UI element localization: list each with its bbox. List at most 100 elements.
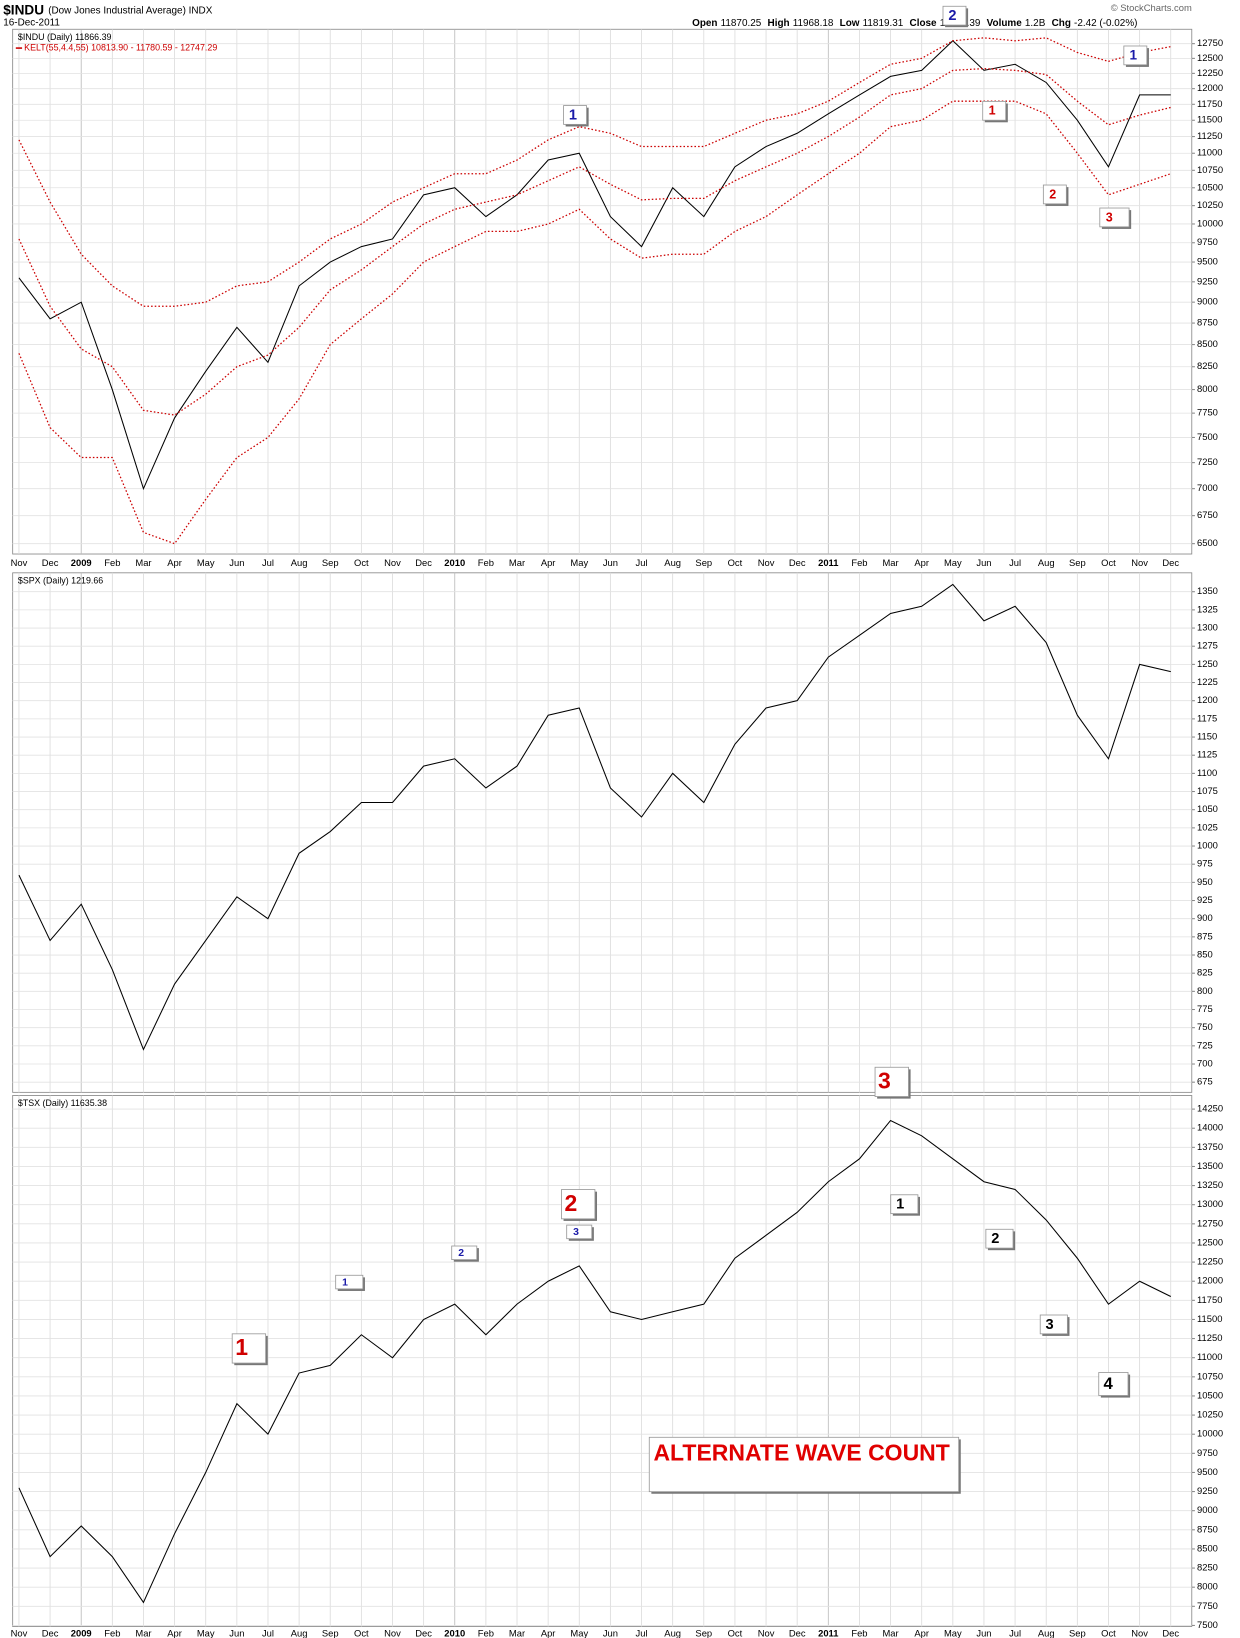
- y-tick-label: 1300: [1197, 622, 1218, 633]
- y-tick-label: 725: [1197, 1039, 1213, 1050]
- x-tick-label: Nov: [1131, 557, 1148, 568]
- y-tick-label: 7750: [1197, 1600, 1218, 1611]
- y-tick-label: 825: [1197, 967, 1213, 978]
- x-tick-label: Sep: [322, 557, 339, 568]
- x-tick-label: Dec: [789, 557, 806, 568]
- y-tick-label: 1025: [1197, 821, 1218, 832]
- annotation-label: 1: [1129, 48, 1137, 63]
- header-stats: Open 11870.25 High 11968.18 Low 11819.31 Close…: [692, 18, 1137, 29]
- x-tick-label: Feb: [478, 1627, 494, 1638]
- y-tick-label: 11250: [1197, 130, 1222, 141]
- x-tick-label: Nov: [11, 557, 28, 568]
- x-tick-label: Apr: [914, 1627, 929, 1638]
- annotation-box: [335, 1274, 364, 1290]
- y-tick-label: 9000: [1197, 296, 1218, 307]
- annotation-label: 3: [573, 1227, 579, 1238]
- y-tick-label: 1325: [1197, 603, 1218, 614]
- x-tick-label: Aug: [291, 1627, 308, 1638]
- x-tick-label: Aug: [1038, 557, 1055, 568]
- x-tick-label: Jul: [636, 1627, 648, 1638]
- y-tick-label: 950: [1197, 876, 1213, 887]
- y-tick-label: 9250: [1197, 275, 1218, 286]
- y-tick-label: 11250: [1197, 1332, 1222, 1343]
- annotation-label: 2: [1049, 187, 1056, 201]
- y-tick-label: 975: [1197, 858, 1213, 869]
- y-tick-label: 12750: [1197, 37, 1223, 48]
- y-tick-label: 1175: [1197, 712, 1217, 723]
- legend-entry: $TSX (Daily) 11635.38: [18, 1098, 107, 1108]
- y-tick-label: 12000: [1197, 82, 1223, 93]
- annotation-label: 1: [342, 1277, 348, 1288]
- stat-label: Open: [692, 18, 717, 29]
- y-tick-label: 7750: [1197, 407, 1218, 418]
- panel: [12, 572, 1193, 1093]
- y-tick-label: 11500: [1197, 114, 1222, 125]
- y-tick-label: 6500: [1197, 537, 1218, 548]
- stat-label: Close: [910, 18, 938, 29]
- y-tick-label: 10750: [1197, 1370, 1223, 1381]
- legend-entry: $INDU (Daily) 11866.39: [18, 32, 112, 42]
- y-tick-label: 8500: [1197, 1542, 1218, 1553]
- y-tick-label: 750: [1197, 1021, 1213, 1032]
- annotation-label: 3: [1046, 1317, 1054, 1333]
- note-box: [648, 1436, 960, 1493]
- annotation-label: 1: [569, 107, 577, 123]
- y-tick-label: 7000: [1197, 482, 1218, 493]
- y-tick-label: 8000: [1197, 383, 1218, 394]
- x-tick-label: Dec: [1162, 557, 1179, 568]
- annotation-box: [1098, 1372, 1129, 1396]
- header-date: 16-Dec-2011: [3, 18, 60, 29]
- annotation-box: [1039, 1314, 1068, 1335]
- y-tick-label: 9000: [1197, 1504, 1218, 1515]
- y-tick-label: 11750: [1197, 98, 1222, 109]
- y-tick-label: 675: [1197, 1076, 1213, 1087]
- x-tick-label: Aug: [664, 1627, 681, 1638]
- x-tick-label: Jul: [1009, 557, 1021, 568]
- y-tick-label: 10500: [1197, 1389, 1223, 1400]
- y-tick-label: 8250: [1197, 360, 1218, 371]
- note-text: ALTERNATE WAVE COUNT: [653, 1439, 950, 1466]
- annotation-box: [1123, 45, 1148, 66]
- price-line: [18, 40, 1171, 491]
- y-tick-label: 13000: [1197, 1198, 1223, 1209]
- y-tick-label: 10250: [1197, 199, 1223, 210]
- stat-value: 1.2B: [1025, 18, 1046, 29]
- y-tick-label: 11750: [1197, 1294, 1222, 1305]
- stat-value: -2.42 (-0.02%): [1074, 18, 1137, 29]
- x-tick-label: Nov: [384, 1627, 401, 1638]
- stat-label: Volume: [987, 18, 1023, 29]
- keltner-band: [18, 67, 1171, 416]
- x-tick-label: Oct: [1101, 557, 1116, 568]
- index-name: (Dow Jones Industrial Average) INDX: [48, 5, 213, 16]
- x-tick-label: Jun: [976, 1627, 991, 1638]
- stat-label: High: [768, 18, 790, 29]
- x-tick-label: Jul: [636, 557, 648, 568]
- y-tick-label: 12000: [1197, 1275, 1223, 1286]
- x-tick-label: Feb: [478, 557, 494, 568]
- x-tick-label: Mar: [135, 1627, 151, 1638]
- y-tick-label: 900: [1197, 912, 1213, 923]
- x-tick-label: Jun: [603, 1627, 618, 1638]
- y-tick-label: 13250: [1197, 1179, 1223, 1190]
- x-tick-label: Dec: [42, 557, 59, 568]
- y-tick-label: 8250: [1197, 1562, 1218, 1573]
- x-tick-label: May: [197, 1627, 215, 1638]
- header-title: $INDU (Dow Jones Industrial Average) INDX: [3, 2, 212, 17]
- x-tick-label: Jul: [1009, 1627, 1021, 1638]
- y-tick-label: 1275: [1197, 640, 1218, 651]
- x-tick-label: Mar: [882, 557, 898, 568]
- x-tick-label: May: [570, 557, 588, 568]
- x-tick-label: Apr: [167, 557, 182, 568]
- stat-value: 11968.18: [793, 18, 834, 29]
- x-tick-label: Jun: [229, 557, 244, 568]
- x-tick-label: Jul: [262, 557, 274, 568]
- stat-value: 11819.31: [863, 18, 904, 29]
- y-tick-label: 10750: [1197, 164, 1223, 175]
- x-tick-label: Oct: [728, 557, 743, 568]
- y-tick-label: 10250: [1197, 1409, 1223, 1420]
- x-tick-label: Dec: [789, 1627, 806, 1638]
- y-tick-label: 9500: [1197, 1466, 1218, 1477]
- annotation-box: [874, 1066, 909, 1097]
- legend-entry: $SPX (Daily) 1219.66: [18, 576, 103, 586]
